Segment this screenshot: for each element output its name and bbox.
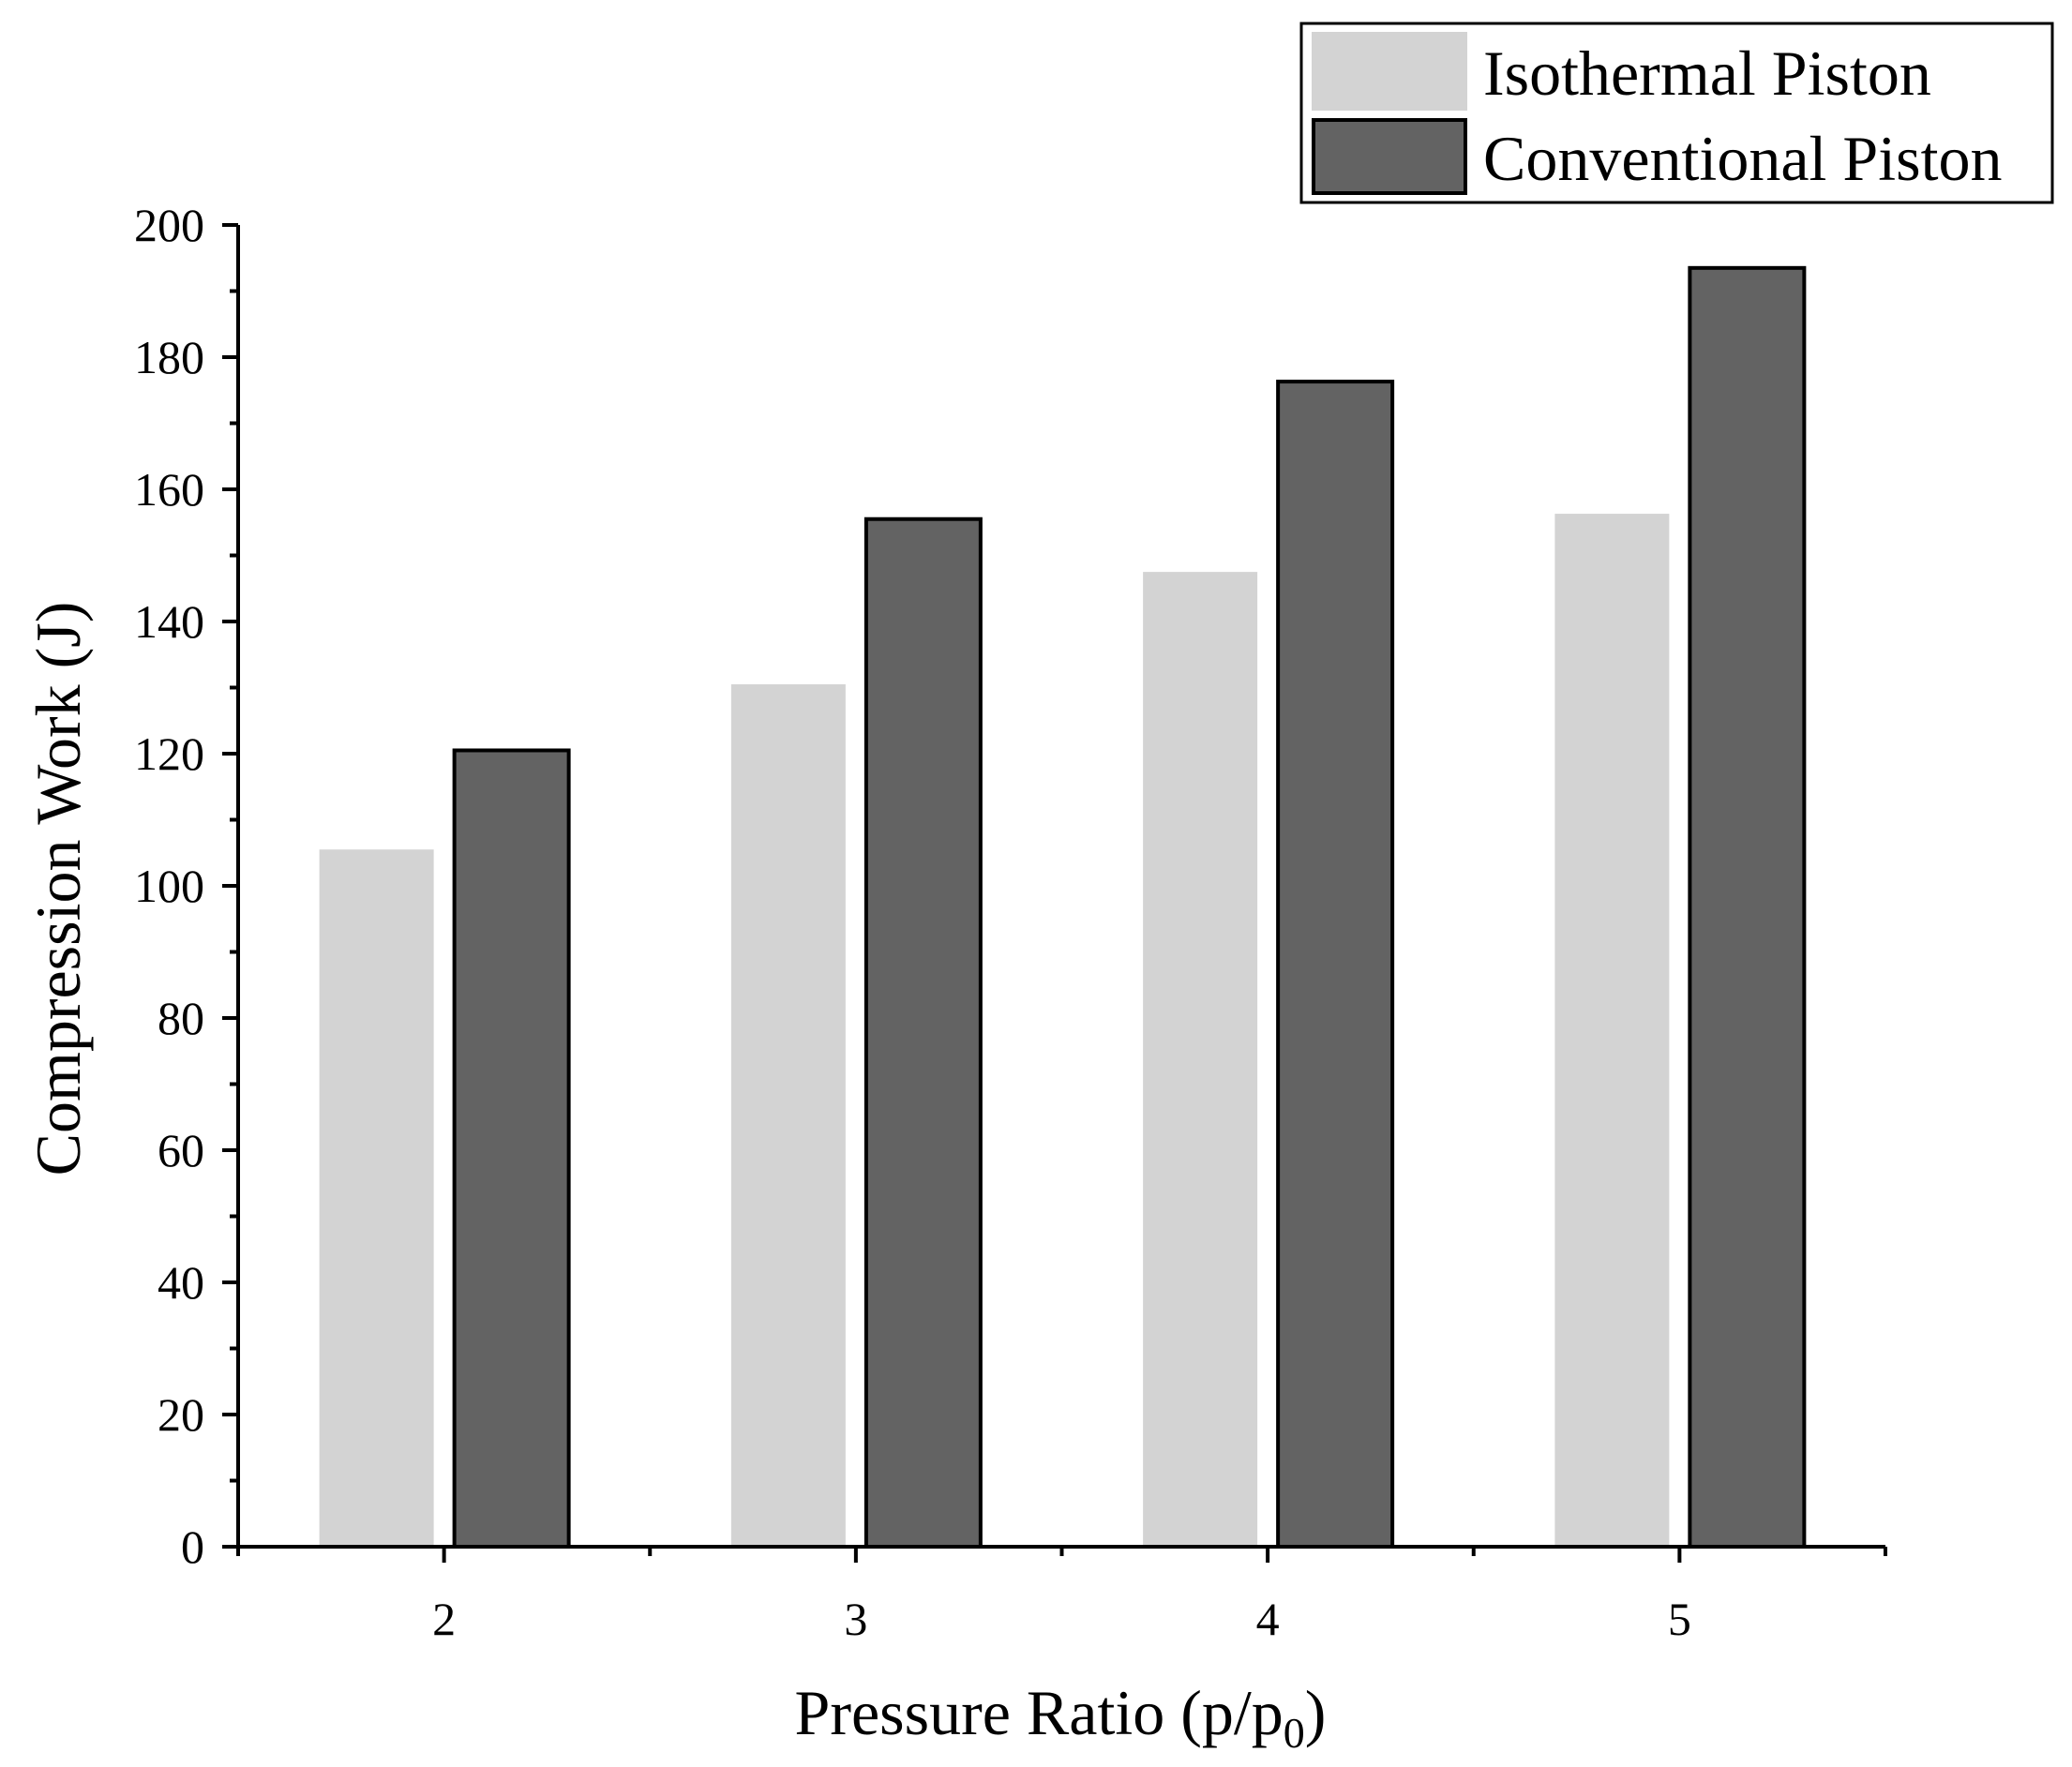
y-tick-label-80: 80 [158,992,204,1044]
y-tick-label-0: 0 [181,1520,204,1573]
y-tick-label-140: 140 [134,595,204,648]
y-tick-label-120: 120 [134,727,204,780]
y-tick-label-20: 20 [158,1388,204,1441]
bar-isothermal-5 [1554,514,1670,1548]
axes-layer: 0 20 40 60 80 100 120 140 160 180 200 2 3 4 5 [134,199,1887,1645]
x-tick-label-2: 2 [432,1593,456,1645]
legend-swatch-isothermal [1312,32,1467,111]
bar-conventional-3 [863,517,983,1549]
x-axis-title: Pressure Ratio (p/p0) [795,1677,1327,1757]
legend-swatch-conventional [1312,118,1467,195]
x-axis-title-subscript: 0 [1284,1709,1305,1757]
y-tick-label-180: 180 [134,331,204,383]
y-axis-title: Compression Work (J) [23,602,94,1176]
bar-isothermal-3 [730,683,846,1547]
x-axis-title-suffix: ) [1305,1677,1327,1748]
y-tick-label-100: 100 [134,860,204,912]
bar-conventional-5 [1688,265,1807,1550]
bars-layer [319,265,1807,1550]
legend-label-conventional: Conventional Piston [1483,123,2002,194]
x-axis-title-main: Pressure Ratio (p/p [795,1677,1284,1748]
bar-isothermal-4 [1143,572,1258,1547]
y-tick-label-200: 200 [134,199,204,251]
y-tick-label-160: 160 [134,463,204,516]
bar-isothermal-2 [319,849,434,1547]
y-tick-label-60: 60 [158,1124,204,1176]
legend: Isothermal Piston Conventional Piston [1299,22,2054,204]
x-tick-label-3: 3 [844,1593,867,1645]
x-tick-label-4: 4 [1256,1593,1280,1645]
x-tick-label-5: 5 [1668,1593,1691,1645]
legend-label-isothermal: Isothermal Piston [1483,37,1931,109]
y-tick-label-40: 40 [158,1256,204,1309]
bar-conventional-2 [452,748,571,1549]
bar-conventional-4 [1276,380,1395,1550]
